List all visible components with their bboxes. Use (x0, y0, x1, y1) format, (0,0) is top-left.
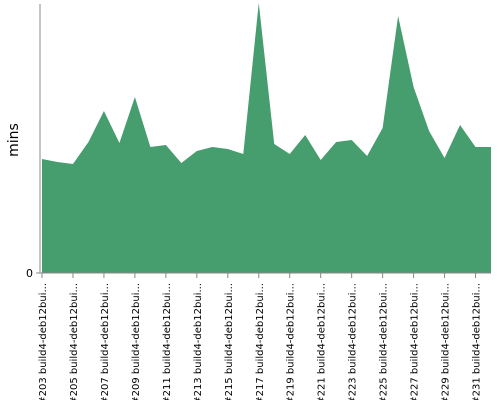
x-tick-label: #217 build4-deb12bui... (255, 283, 266, 400)
x-tick-label: #225 build4-deb12bui... (379, 283, 390, 400)
area (42, 3, 491, 273)
y-tick-label: 0 (26, 267, 33, 280)
x-tick-label: #223 build4-deb12bui... (348, 283, 359, 400)
y-axis-label: mins (6, 123, 22, 157)
x-tick-label: #227 build4-deb12bui... (410, 283, 421, 400)
x-tick-label: #229 build4-deb12bui... (441, 283, 452, 400)
x-tick-label: #203 build4-deb12bui... (38, 283, 49, 400)
x-tick-label: #219 build4-deb12bui... (286, 283, 297, 400)
x-tick-label: #205 build4-deb12bui... (69, 283, 80, 400)
x-tick-label: #213 build4-deb12bui... (193, 283, 204, 400)
x-tick-label: #231 build4-deb12bui... (472, 283, 483, 400)
x-tick-label: #215 build4-deb12bui... (224, 283, 235, 400)
x-tick-label: #209 build4-deb12bui... (131, 283, 142, 400)
x-tick-label: #221 build4-deb12bui... (317, 283, 328, 400)
x-tick-label: #207 build4-deb12bui... (100, 283, 111, 400)
x-tick-label: #211 build4-deb12bui... (162, 283, 173, 400)
